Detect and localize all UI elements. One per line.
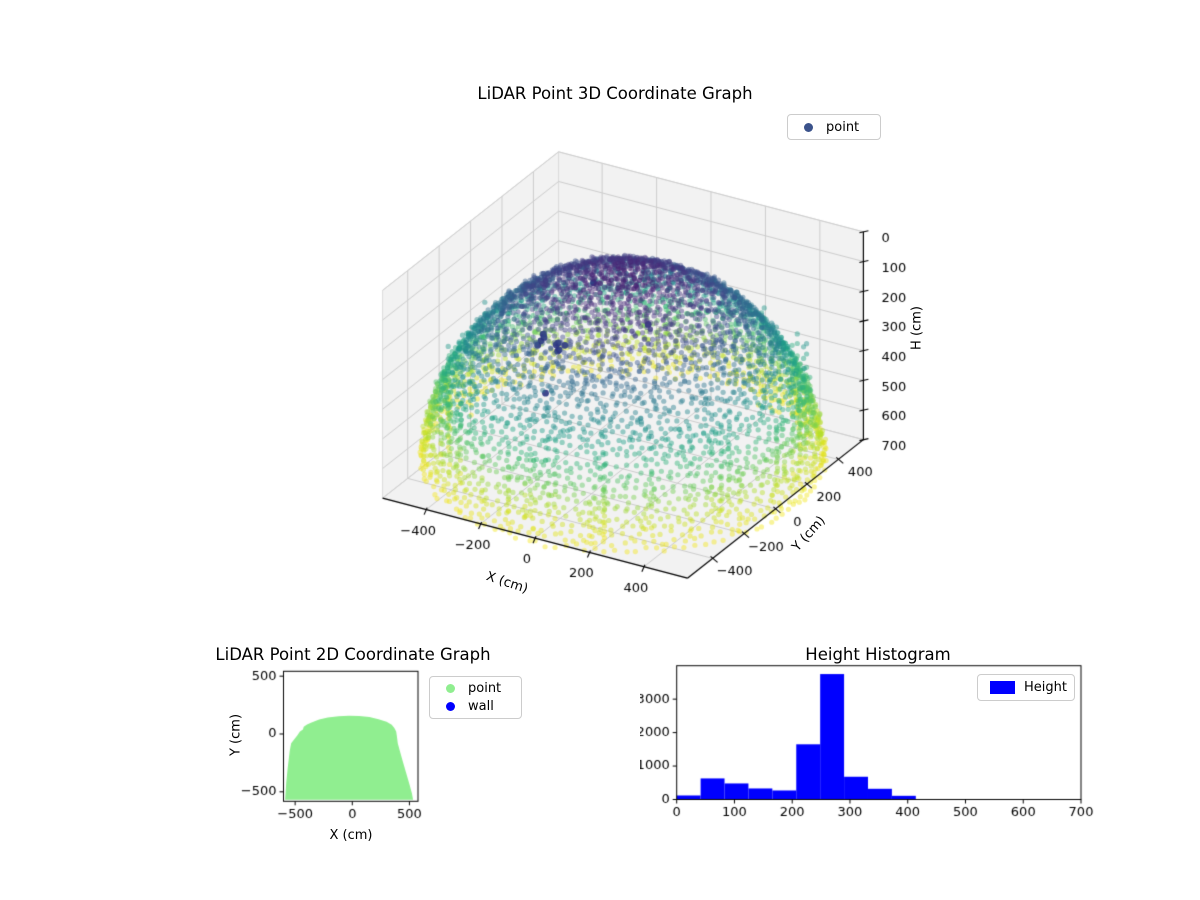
height-swatch-icon [990, 681, 1015, 694]
plot3d-title: LiDAR Point 3D Coordinate Graph [477, 84, 753, 103]
histogram-legend: Height [977, 674, 1075, 701]
legend-label: point [826, 119, 860, 135]
point-marker-icon [804, 122, 813, 132]
plot3d-zaxis-label: H (cm) [909, 306, 925, 350]
plot2d-canvas [230, 660, 440, 830]
legend-entry-wall: wall [440, 698, 511, 717]
legend-entry-point: point [798, 117, 870, 137]
plot2d-xaxis-label: X (cm) [329, 828, 373, 843]
plot2d-yaxis-label: Y (cm) [228, 713, 244, 757]
point-marker-icon [446, 683, 455, 693]
legend-label: wall [468, 699, 494, 715]
legend-entry-point: point [440, 679, 511, 698]
legend-entry-height: Height [988, 678, 1067, 698]
legend-label: Height [1024, 680, 1067, 695]
legend-label: point [468, 680, 502, 696]
wall-marker-icon [446, 702, 455, 712]
plot3d-canvas [330, 130, 950, 650]
plot2d-legend: point wall [429, 676, 522, 719]
plot3d-legend: point [787, 114, 881, 140]
plot2d-title: LiDAR Point 2D Coordinate Graph [215, 645, 491, 664]
